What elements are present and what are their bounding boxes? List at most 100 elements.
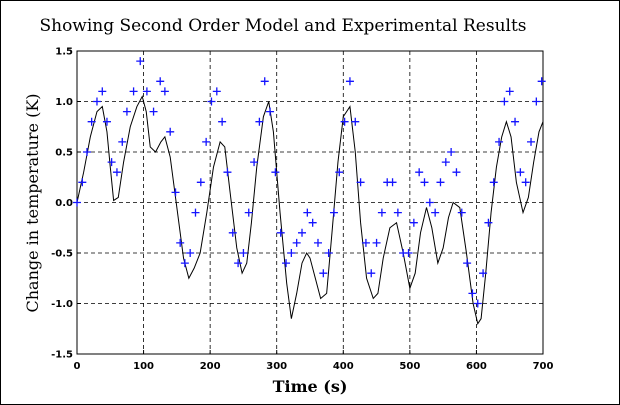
data-point	[234, 259, 243, 268]
data-point	[218, 117, 227, 126]
data-point	[149, 107, 158, 116]
data-point	[166, 127, 175, 136]
y-tick-label: 1.5	[55, 47, 73, 58]
data-point	[335, 168, 344, 177]
x-tick-label: 500	[399, 361, 420, 372]
data-point	[112, 168, 121, 177]
data-point	[527, 137, 536, 146]
y-tick-label: 1.0	[55, 97, 73, 108]
data-point	[388, 178, 397, 187]
data-point	[404, 249, 413, 257]
data-point	[367, 269, 376, 278]
data-point	[255, 117, 264, 126]
x-tick-label: 400	[333, 361, 354, 372]
data-point	[356, 178, 365, 187]
data-point	[212, 87, 221, 96]
data-point	[156, 77, 165, 86]
data-point	[345, 77, 354, 86]
data-point	[292, 238, 301, 247]
data-point	[142, 87, 151, 96]
data-point	[425, 198, 434, 207]
data-point	[447, 148, 456, 156]
data-point	[107, 158, 116, 167]
data-point	[180, 259, 189, 268]
data-point	[171, 188, 180, 197]
data-point	[303, 208, 312, 217]
data-point	[489, 178, 498, 187]
data-point	[532, 97, 541, 106]
data-point	[361, 238, 370, 247]
data-point	[372, 238, 381, 247]
data-point	[511, 117, 520, 126]
data-point	[196, 178, 205, 187]
data-point	[393, 208, 402, 217]
data-point	[191, 208, 200, 217]
data-point	[186, 249, 195, 257]
data-point	[319, 269, 328, 278]
data-point	[98, 87, 107, 96]
data-point	[409, 218, 418, 227]
data-point	[431, 208, 440, 217]
data-point	[102, 117, 111, 126]
x-tick-label: 700	[533, 361, 554, 372]
chart-title: Showing Second Order Model and Experimen…	[39, 16, 526, 36]
data-point	[500, 97, 509, 106]
data-point	[207, 97, 216, 106]
x-tick-label: 200	[200, 361, 221, 372]
data-point	[129, 87, 138, 96]
data-point	[420, 178, 429, 187]
data-point	[463, 259, 472, 268]
data-point	[377, 208, 386, 217]
data-point	[452, 168, 461, 177]
data-point	[441, 158, 450, 167]
data-point	[239, 249, 248, 257]
data-point	[436, 178, 445, 187]
data-point	[313, 238, 322, 247]
x-tick-label: 300	[266, 361, 287, 372]
data-point	[495, 137, 504, 146]
data-point	[92, 97, 101, 106]
data-point	[516, 168, 525, 177]
x-axis-label: Time (s)	[273, 377, 348, 396]
data-point	[82, 148, 91, 156]
data-point	[479, 269, 488, 278]
data-point	[473, 299, 482, 308]
y-tick-label: 0.5	[55, 148, 73, 159]
data-point	[122, 107, 131, 116]
data-point	[298, 228, 307, 237]
y-tick-label: -0.5	[51, 249, 73, 260]
data-point	[415, 168, 424, 177]
x-tick-label: 100	[133, 361, 154, 372]
data-point	[244, 208, 253, 217]
data-point	[276, 228, 285, 237]
data-point	[228, 228, 237, 237]
data-point	[176, 238, 185, 247]
data-point	[202, 137, 211, 146]
data-point	[271, 168, 280, 177]
data-point	[160, 87, 169, 96]
data-point	[73, 198, 81, 207]
y-tick-label: -1.0	[51, 299, 73, 310]
data-point	[324, 249, 333, 257]
data-point	[287, 249, 296, 257]
data-point	[87, 117, 96, 126]
data-point	[282, 259, 291, 268]
data-point	[537, 77, 546, 86]
data-point	[136, 57, 145, 66]
data-point	[457, 208, 466, 217]
data-point	[505, 87, 514, 96]
data-point	[118, 137, 127, 146]
data-point	[351, 117, 360, 126]
data-point	[266, 107, 275, 116]
y-tick-label: -1.5	[51, 350, 73, 361]
data-point	[468, 289, 477, 298]
data-point	[223, 168, 232, 177]
data-point	[484, 218, 493, 227]
y-axis-label: Change in temperature (K)	[23, 93, 42, 312]
data-point	[308, 218, 317, 227]
data-point	[260, 77, 269, 86]
y-tick-label: 0.0	[55, 198, 73, 209]
x-tick-label: 600	[466, 361, 487, 372]
data-point	[340, 117, 349, 126]
